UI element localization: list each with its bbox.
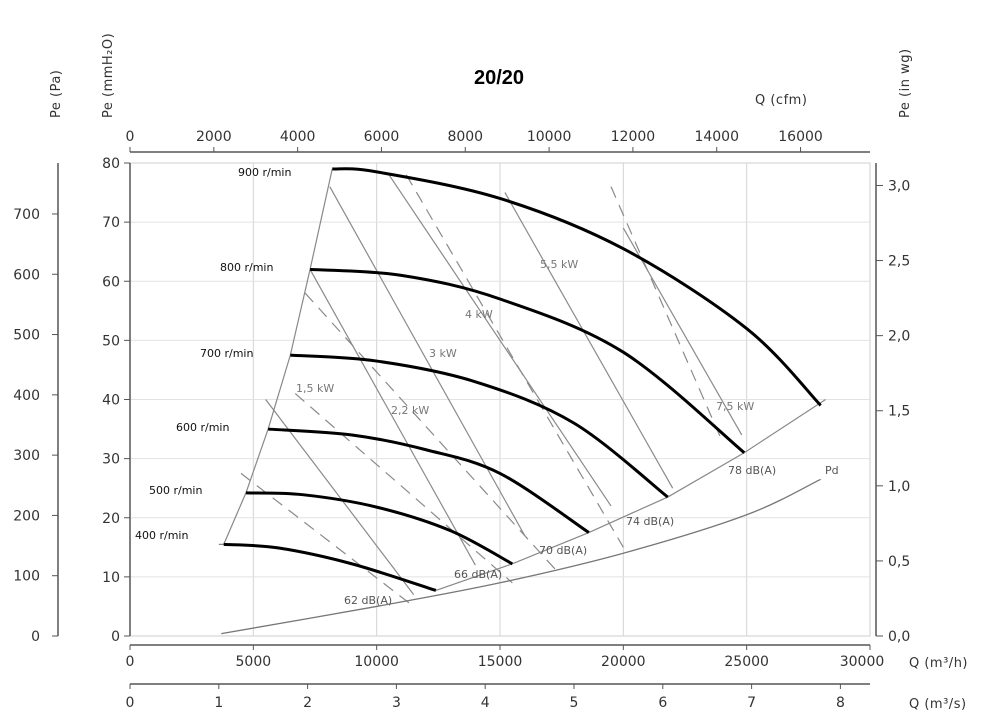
y-tick-label: 30 bbox=[102, 452, 120, 468]
x-tick-label: 4 bbox=[481, 695, 490, 711]
y-tick-label: 200 bbox=[13, 508, 40, 524]
y-tick-label: 700 bbox=[13, 207, 40, 223]
y-tick-label: 70 bbox=[102, 215, 120, 231]
x-tick-label: 10000 bbox=[354, 654, 399, 670]
rpm-label: 700 r/min bbox=[200, 347, 253, 360]
y-tick-label: 0 bbox=[31, 629, 40, 645]
fan-curve bbox=[290, 353, 669, 499]
x-tick-label: 0 bbox=[126, 654, 135, 670]
rpm-label: 500 r/min bbox=[149, 484, 202, 497]
y-tick-label: 1,0 bbox=[888, 479, 910, 495]
x-tick-label: 6 bbox=[658, 695, 667, 711]
x-tick-label: 7 bbox=[747, 695, 756, 711]
power-label: 2,2 kW bbox=[391, 404, 429, 417]
power-label: 7,5 kW bbox=[716, 400, 754, 413]
power-line bbox=[265, 399, 415, 595]
y-tick-label: 40 bbox=[102, 393, 120, 409]
y-tick-label: 500 bbox=[13, 328, 40, 344]
rpm-label: 400 r/min bbox=[135, 529, 188, 542]
x-tick-label: 30000 bbox=[840, 654, 885, 670]
x-tick-label: 0 bbox=[126, 695, 135, 711]
x-tick-label: 5 bbox=[570, 695, 579, 711]
fan-curve bbox=[245, 491, 514, 566]
y-tick-label: 300 bbox=[13, 448, 40, 464]
x-tick-label: 2000 bbox=[196, 129, 232, 145]
x-tick-label: 3 bbox=[392, 695, 401, 711]
y-tick-label: 100 bbox=[13, 569, 40, 585]
x-tick-label: 0 bbox=[126, 129, 135, 145]
power-label: 4 kW bbox=[465, 308, 493, 321]
noise-line bbox=[610, 186, 723, 442]
x-tick-label: 25000 bbox=[724, 654, 769, 670]
x-tick-label: 10000 bbox=[527, 129, 572, 145]
power-line bbox=[388, 174, 612, 507]
fan-curve bbox=[268, 427, 590, 534]
power-label: 5,5 kW bbox=[540, 258, 578, 271]
power-line bbox=[504, 192, 674, 489]
noise-label: 70 dB(A) bbox=[539, 544, 587, 557]
noise-line bbox=[294, 393, 513, 584]
y-tick-label: 0 bbox=[111, 629, 120, 645]
x-tick-label: 12000 bbox=[611, 129, 656, 145]
y-tick-label: 80 bbox=[102, 156, 120, 172]
y-tick-label: 10 bbox=[102, 570, 120, 586]
power-label: 1,5 kW bbox=[296, 382, 334, 395]
y-axis-pa-title: Pe (Pa) bbox=[49, 70, 64, 118]
x-tick-label: 5000 bbox=[236, 654, 272, 670]
chart-title: 20/20 bbox=[474, 67, 524, 89]
x-tick-label: 2 bbox=[303, 695, 312, 711]
y-axis-mmh2o-title: Pe (mmH₂O) bbox=[101, 33, 116, 118]
x-axis-m3s-title: Q (m³/s) bbox=[909, 697, 967, 712]
y-axis-inwg-title: Pe (in wg) bbox=[898, 48, 913, 118]
noise-label: 78 dB(A) bbox=[728, 464, 776, 477]
noise-line bbox=[405, 174, 624, 548]
pd-label: Pd bbox=[825, 464, 839, 477]
labels-layer: 400 r/min 500 r/min 600 r/min 700 r/min 800 … bbox=[135, 166, 839, 607]
y-tick-label: 20 bbox=[102, 511, 120, 527]
rpm-label: 600 r/min bbox=[176, 421, 229, 434]
noise-label: 66 dB(A) bbox=[454, 568, 502, 581]
noise-line bbox=[304, 292, 558, 572]
x-tick-label: 16000 bbox=[778, 129, 823, 145]
rpm-label: 800 r/min bbox=[220, 261, 273, 274]
x-axis-cfm-title: Q (cfm) bbox=[755, 93, 807, 108]
y-tick-label: 60 bbox=[102, 274, 120, 290]
y-tick-label: 400 bbox=[13, 388, 40, 404]
y-tick-label: 50 bbox=[102, 333, 120, 349]
power-line bbox=[622, 227, 743, 436]
fan-curve bbox=[223, 542, 437, 592]
power-label: 3 kW bbox=[429, 347, 457, 360]
y-tick-label: 2,0 bbox=[888, 329, 910, 345]
x-tick-label: 6000 bbox=[364, 129, 400, 145]
curves-layer bbox=[218, 167, 826, 635]
noise-label: 62 dB(A) bbox=[344, 594, 392, 607]
rpm-label: 900 r/min bbox=[238, 166, 291, 179]
noise-label: 74 dB(A) bbox=[626, 515, 674, 528]
pd-curve bbox=[221, 478, 821, 635]
x-axis-m3h-title: Q (m³/h) bbox=[909, 656, 968, 671]
x-tick-label: 20000 bbox=[601, 654, 646, 670]
y-tick-label: 2,5 bbox=[888, 254, 910, 270]
x-tick-label: 1 bbox=[214, 695, 223, 711]
power-line bbox=[329, 186, 526, 536]
y-tick-label: 3,0 bbox=[888, 178, 910, 194]
region-right-boundary bbox=[435, 398, 826, 592]
grid bbox=[129, 162, 871, 637]
axes-layer: 20/2001020304050607080010020030040050060… bbox=[13, 33, 968, 712]
y-tick-label: 1,5 bbox=[888, 404, 910, 420]
y-tick-label: 0,5 bbox=[888, 554, 910, 570]
x-tick-label: 8000 bbox=[447, 129, 483, 145]
fan-curve bbox=[309, 267, 746, 454]
x-tick-label: 4000 bbox=[280, 129, 316, 145]
x-tick-label: 8 bbox=[836, 695, 845, 711]
noise-line bbox=[240, 472, 415, 607]
x-tick-label: 15000 bbox=[478, 654, 523, 670]
x-tick-label: 14000 bbox=[694, 129, 739, 145]
power-line bbox=[309, 269, 476, 566]
fan-curve bbox=[332, 167, 822, 407]
y-tick-label: 600 bbox=[13, 267, 40, 283]
y-tick-label: 0,0 bbox=[888, 629, 910, 645]
